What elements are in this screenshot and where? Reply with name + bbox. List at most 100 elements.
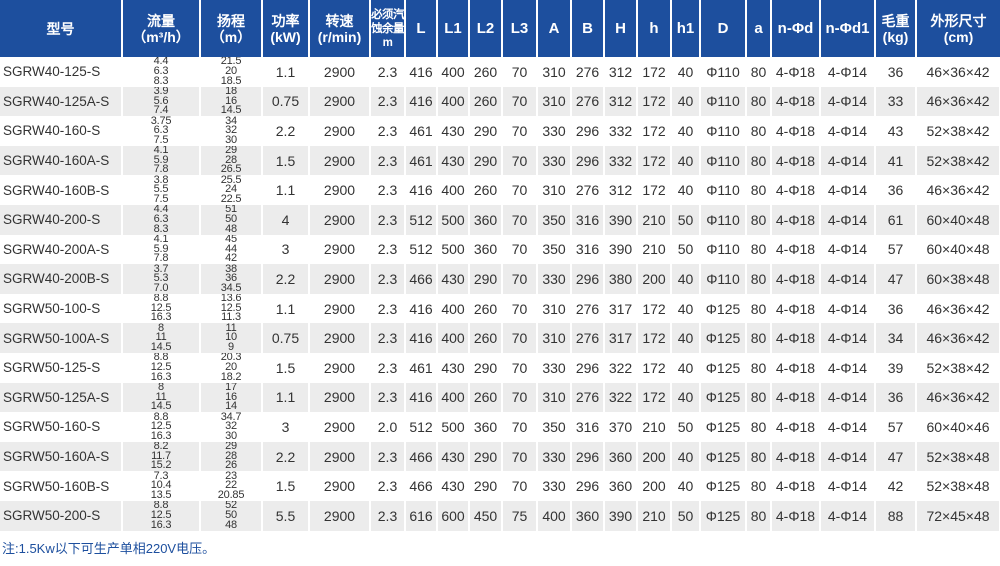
value-cell: 416: [405, 86, 438, 117]
head-cell: 17 16 14: [200, 382, 263, 413]
flow-value: 12.5: [150, 508, 172, 521]
value-cell: 2900: [309, 500, 371, 531]
footnote: 注:1.5Kw以下可生产单相220V电压。: [2, 540, 216, 556]
value-cell: Φ110: [700, 204, 747, 235]
value-cell: 70: [502, 264, 538, 294]
table-row: SGRW50-160B-S 7.3 10.4 13.5 23 22 20.85 1.5 2900…: [0, 471, 1000, 501]
value-cell: 316: [571, 412, 605, 442]
value-cell: 2900: [309, 382, 371, 413]
value-cell: 466: [405, 264, 438, 294]
value-cell: 350: [537, 234, 572, 265]
value-cell: 400: [537, 500, 572, 531]
flow-value: 11.7: [151, 449, 171, 462]
value-cell: 322: [604, 382, 638, 413]
column-header: a: [746, 0, 772, 57]
value-cell: 2.2: [262, 441, 310, 472]
value-cell: 1.5: [262, 352, 310, 383]
value-cell: 2.3: [370, 234, 406, 265]
value-cell: 4-Φ14: [820, 471, 876, 501]
column-header: n-Φd: [771, 0, 821, 57]
head-value: 36: [225, 272, 237, 285]
value-cell: 360: [469, 412, 503, 442]
value-cell: 40: [671, 264, 701, 294]
column-header: 功率 (kW): [262, 0, 310, 57]
column-header: 型号: [0, 0, 123, 57]
flow-cell: 8.8 12.5 16.3: [122, 412, 201, 442]
column-header: D: [700, 0, 747, 57]
value-cell: 80: [746, 382, 772, 413]
value-cell: 57: [875, 234, 917, 265]
model-cell: SGRW50-160A-S: [0, 441, 123, 472]
value-cell: 330: [537, 116, 572, 146]
value-cell: 4-Φ14: [820, 86, 876, 117]
flow-value: 16.3: [150, 429, 172, 442]
value-cell: Φ125: [700, 293, 747, 324]
flow-value: 7.5: [153, 192, 169, 205]
value-cell: 40: [671, 57, 701, 87]
value-cell: 360: [469, 234, 503, 265]
head-value: 22.5: [220, 192, 242, 205]
flow-value: 4.4: [153, 204, 169, 216]
table-row: SGRW40-200A-S 4.1 5.9 7.8 45 44 42 3 2900 2.3 512 5…: [0, 234, 1000, 265]
value-cell: 416: [405, 57, 438, 87]
head-value: 11.3: [221, 311, 241, 324]
value-cell: 296: [571, 145, 605, 176]
value-cell: 2.3: [370, 175, 406, 205]
value-cell: 2.2: [262, 116, 310, 146]
flow-cell: 7.3 10.4 13.5: [122, 471, 201, 501]
value-cell: 350: [537, 412, 572, 442]
value-cell: 57: [875, 412, 917, 442]
pump-spec-table: 型号 流量 （m³/h） 扬程 （m） 功率 (kW) 转速 (r/min) 必须汽 蚀余量 m L L1…: [0, 0, 1000, 531]
value-cell: 2.3: [370, 441, 406, 472]
value-cell: 312: [604, 175, 638, 205]
flow-value: 8.3: [153, 74, 169, 87]
value-cell: 330: [537, 441, 572, 472]
value-cell: 4-Φ14: [820, 264, 876, 294]
flow-value: 13.5: [150, 488, 172, 501]
value-cell: 4-Φ14: [820, 234, 876, 265]
value-cell: 512: [405, 234, 438, 265]
model-cell: SGRW50-160B-S: [0, 471, 123, 501]
value-cell: 390: [604, 234, 638, 265]
flow-value: 3.75: [150, 116, 172, 127]
head-value: 21.5: [220, 57, 242, 68]
value-cell: 2900: [309, 116, 371, 146]
flow-value: 7.8: [153, 163, 169, 176]
value-cell: 276: [571, 382, 605, 413]
head-cell: 52 50 48: [200, 500, 263, 531]
value-cell: 52×38×48: [916, 441, 1000, 472]
value-cell: 2900: [309, 175, 371, 205]
value-cell: 400: [437, 57, 470, 87]
value-cell: Φ125: [700, 441, 747, 472]
value-cell: 4-Φ18: [771, 412, 821, 442]
head-value: 30: [225, 429, 237, 442]
table-header-row: 型号 流量 （m³/h） 扬程 （m） 功率 (kW) 转速 (r/min) 必须汽 蚀余量 m L L1…: [0, 0, 1000, 57]
flow-value: 6.3: [153, 65, 169, 77]
value-cell: 172: [637, 175, 672, 205]
value-cell: 39: [875, 352, 917, 383]
head-value: 23: [225, 471, 237, 482]
head-value: 22: [225, 479, 237, 492]
flow-value: 8.2: [153, 441, 169, 453]
column-header: h1: [671, 0, 701, 57]
value-cell: 70: [502, 323, 538, 353]
value-cell: 430: [437, 145, 470, 176]
value-cell: 416: [405, 323, 438, 353]
value-cell: 316: [571, 234, 605, 265]
value-cell: 616: [405, 500, 438, 531]
value-cell: 400: [437, 293, 470, 324]
value-cell: Φ125: [700, 471, 747, 501]
value-cell: 0.75: [262, 86, 310, 117]
flow-value: 16.3: [150, 311, 172, 324]
value-cell: 172: [637, 293, 672, 324]
flow-cell: 4.1 5.9 7.8: [122, 145, 201, 176]
value-cell: 296: [571, 471, 605, 501]
value-cell: 34: [875, 323, 917, 353]
model-cell: SGRW50-100A-S: [0, 323, 123, 353]
value-cell: 4-Φ18: [771, 471, 821, 501]
head-value: 48: [225, 222, 237, 235]
flow-value: 12.5: [150, 301, 172, 314]
model-cell: SGRW40-125-S: [0, 57, 123, 87]
value-cell: 500: [437, 204, 470, 235]
value-cell: 310: [537, 86, 572, 117]
